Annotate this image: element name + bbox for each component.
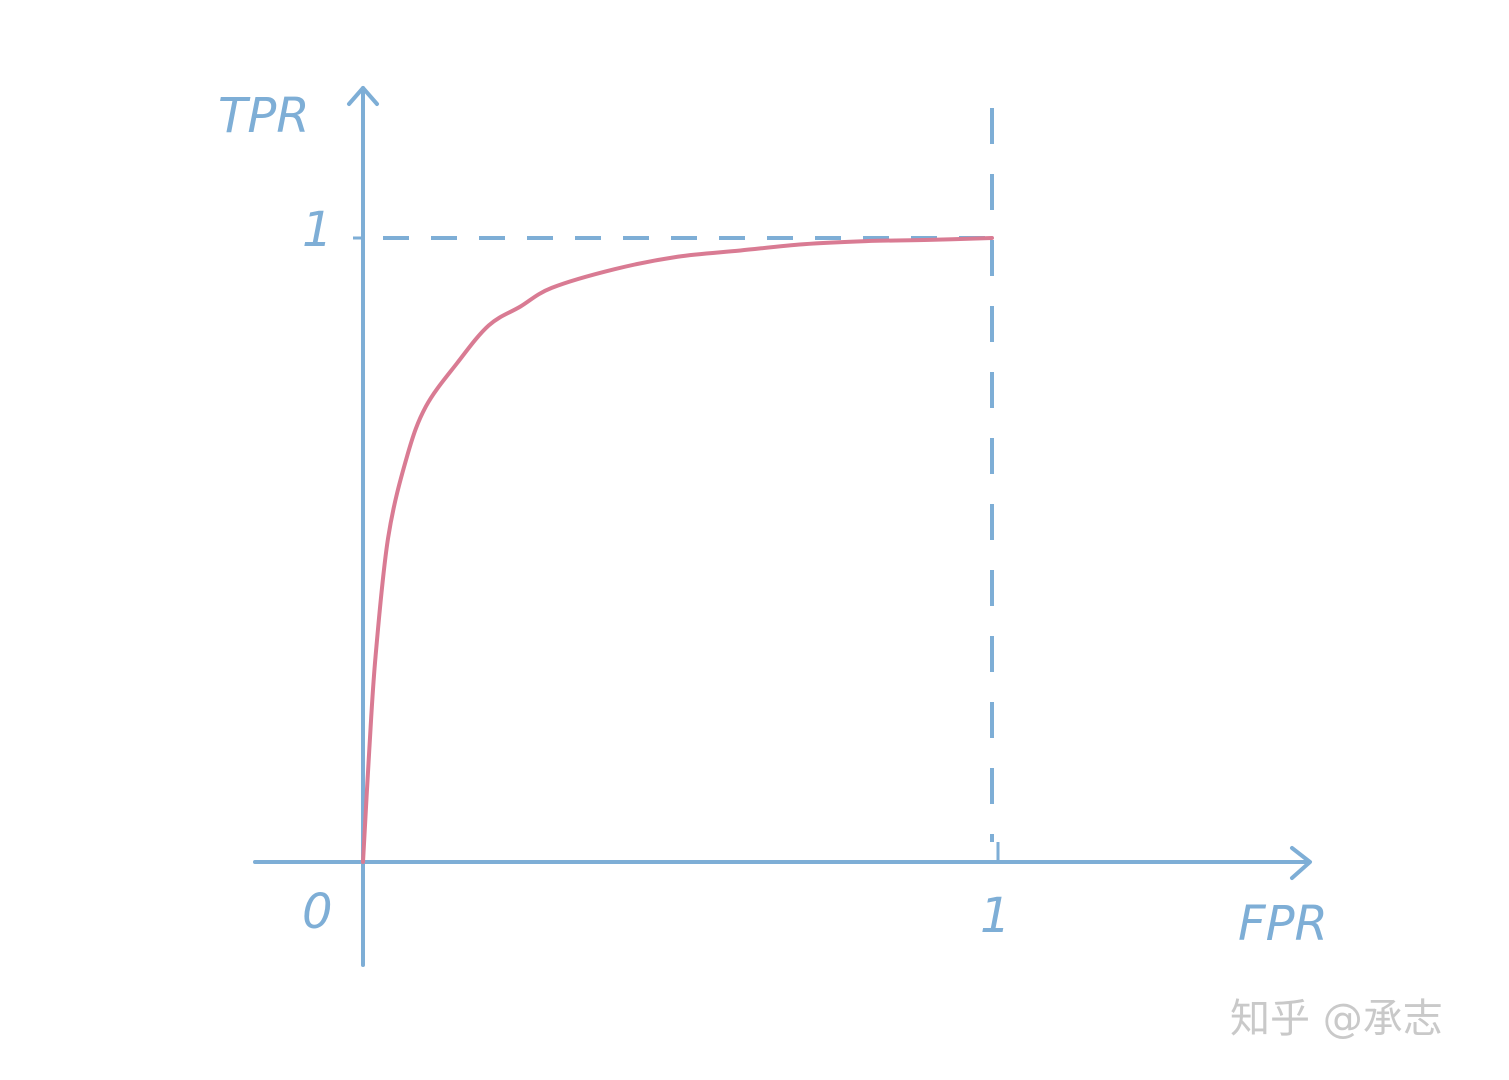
x-tick-label-1: 1	[980, 888, 1011, 944]
y-axis-arrowhead	[347, 86, 379, 106]
origin-label: 0	[302, 884, 333, 940]
watermark-text: 知乎 @承志	[1230, 996, 1443, 1042]
roc-curve	[361, 236, 994, 864]
x-axis-label: FPR	[1238, 896, 1328, 952]
x-axis-arrowhead	[1290, 846, 1312, 880]
y-tick-label-1: 1	[302, 202, 333, 258]
y-axis-label: TPR	[218, 88, 310, 144]
